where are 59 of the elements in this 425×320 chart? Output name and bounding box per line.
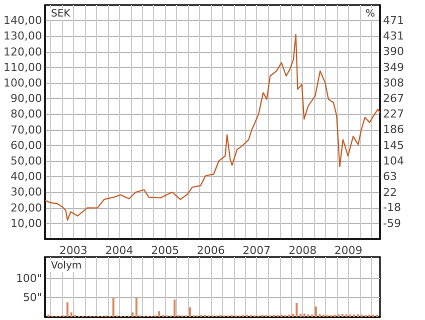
y-tick-label: 100": [16, 272, 42, 285]
line-series: [44, 34, 381, 221]
bar: [188, 307, 191, 317]
x-tick-label: 2008: [288, 244, 317, 257]
y2-tick-label: 267: [383, 92, 404, 106]
y-tick-label: 90,00: [10, 92, 42, 106]
y-tick-label: 100,00: [4, 76, 42, 90]
y2-tick-label: 308: [383, 76, 404, 90]
y-tick-label: 110,00: [4, 60, 42, 74]
bar: [314, 306, 317, 317]
x-tick-label: 2005: [151, 244, 180, 257]
bar: [303, 314, 306, 317]
x-tick-label: 2004: [105, 244, 134, 257]
bar: [158, 311, 160, 317]
x-tick-label: 2009: [334, 244, 362, 257]
y-tick-label: 50": [22, 291, 42, 304]
bar: [132, 312, 134, 317]
y-tick-label: 20,00: [10, 201, 42, 214]
bar: [300, 314, 302, 317]
y-tick-label: 70,00: [10, 123, 42, 136]
chart-title: Volym: [51, 260, 82, 272]
y2-tick-label: -18: [383, 201, 401, 214]
x-tick-label: 2003: [59, 244, 88, 257]
bar: [70, 312, 72, 317]
bar: [356, 314, 359, 317]
bar: [345, 314, 348, 317]
y2-tick-label: 186: [383, 123, 404, 136]
y-tick-label: 80,00: [10, 108, 42, 121]
y-tick-label: 60,00: [10, 138, 42, 152]
x-tick-label: 2006: [196, 244, 225, 257]
y-tick-label: 40,00: [10, 170, 42, 184]
y2-tick-label: 471: [383, 14, 404, 28]
bar: [296, 303, 298, 317]
bar: [338, 314, 340, 317]
bar: [318, 314, 321, 317]
y2-tick-label: 145: [383, 138, 404, 152]
bar: [135, 298, 138, 317]
y2-tick-label: 390: [383, 45, 404, 58]
bar: [174, 300, 176, 317]
y2-tick-label: 227: [383, 107, 404, 120]
y-tick-label: 10,00: [10, 216, 42, 230]
bar: [341, 314, 344, 317]
y2-axis-title: %: [366, 8, 376, 20]
y2-tick-label: -59: [383, 216, 401, 230]
bar: [112, 298, 114, 317]
y2-tick-label: 63: [383, 170, 397, 184]
bar: [307, 314, 310, 317]
bar: [66, 302, 68, 317]
y-tick-label: 140,00: [4, 14, 42, 28]
y-tick-label: 130,00: [4, 30, 42, 43]
y2-tick-label: 431: [383, 29, 404, 42]
y-tick-label: 30,00: [10, 186, 42, 199]
y2-tick-label: 22: [383, 186, 397, 199]
x-tick-label: 2007: [242, 244, 271, 257]
y2-tick-label: 349: [383, 60, 404, 74]
y2-tick-label: 104: [383, 154, 404, 168]
y-tick-label: 120,00: [4, 45, 42, 58]
y-axis-title: SEK: [51, 8, 71, 20]
y-tick-label: 50,00: [10, 154, 42, 168]
